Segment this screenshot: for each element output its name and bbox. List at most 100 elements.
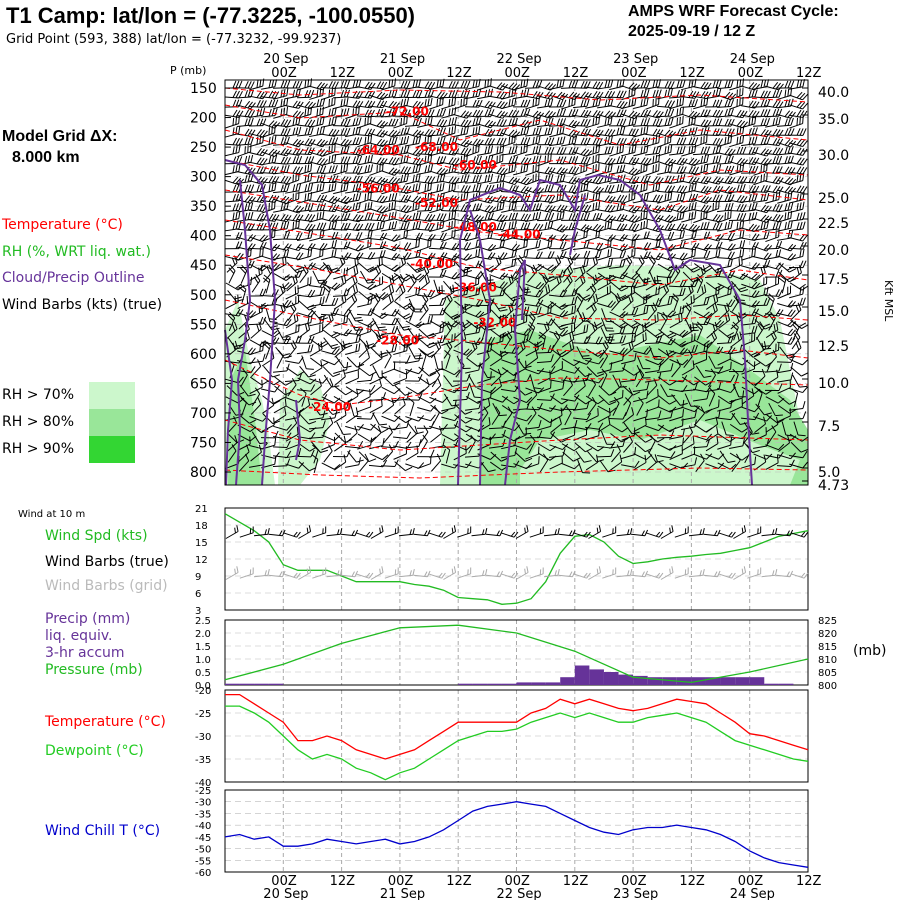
wind-barb	[333, 97, 349, 110]
height-tick-label: 30.0	[818, 148, 849, 164]
surface-wind-barb	[616, 568, 633, 578]
wind-barb	[285, 172, 300, 186]
wind-barb	[260, 108, 278, 118]
wind-barb	[596, 90, 616, 99]
pressure-tick-label: 450	[190, 258, 217, 274]
wind-barb	[344, 165, 363, 174]
wind-barb	[261, 253, 281, 261]
precip-bar	[749, 677, 765, 685]
wind-barb	[356, 308, 375, 316]
wind-barb	[512, 137, 531, 146]
wind-barb	[501, 88, 517, 100]
temperature-contour-label: -52.00	[415, 196, 458, 210]
value-tick-label: -55	[195, 856, 211, 867]
wind-barb	[405, 164, 422, 175]
legend-rh90-swatch	[89, 436, 135, 463]
date-label-top: 24 Sep	[730, 52, 775, 67]
dewpoint-legend: Dewpoint (°C)	[45, 743, 144, 759]
temperature-contour-label: -32.00	[473, 316, 516, 330]
wind-barb	[309, 81, 328, 91]
surface-wind-barb	[283, 531, 301, 538]
wind-barb	[356, 90, 376, 99]
wind-barb	[368, 81, 388, 90]
precip-bar	[735, 677, 750, 685]
wind-barb	[704, 145, 722, 156]
wind-barb	[597, 116, 613, 128]
height-axis-title: Kft MSL	[882, 280, 895, 322]
wind-barb	[333, 182, 349, 195]
wind-barb	[585, 110, 604, 119]
surface-wind-barb	[616, 527, 633, 537]
wind-barb	[609, 100, 628, 109]
wind-barb	[716, 118, 735, 127]
wind-10m-label: Wind at 10 m	[18, 509, 86, 520]
time-tick-label-top: 00Z	[388, 66, 414, 81]
wind-barb	[537, 110, 556, 119]
wind-barb	[741, 262, 760, 270]
pressure-tick-label: 805	[818, 668, 837, 679]
wind-barb	[789, 91, 809, 101]
wind-barb	[249, 107, 266, 118]
page-title: T1 Camp: lat/lon = (-77.3225, -100.0550)	[6, 3, 416, 28]
wind-barb	[693, 210, 708, 224]
wind-barb	[704, 99, 723, 108]
value-tick-label: 1.5	[195, 642, 211, 653]
date-label-bottom: 22 Sep	[497, 887, 542, 900]
wind-barb	[285, 126, 302, 137]
surface-wind-barb	[761, 527, 778, 537]
wind-barb	[417, 97, 433, 109]
wind-barb	[261, 330, 281, 338]
time-tick-label-top: 12Z	[679, 66, 705, 81]
wind-barb	[584, 137, 603, 146]
height-tick-label: 17.5	[818, 272, 849, 288]
wind-barb	[753, 79, 770, 90]
time-tick-label-top: 12Z	[796, 66, 822, 81]
surface-wind-barb	[384, 567, 399, 579]
wind-barb	[272, 119, 292, 128]
surface-wind-barb	[471, 527, 488, 537]
surface-wind-barb	[645, 531, 664, 538]
wind-barb	[765, 185, 784, 194]
wind-barb	[405, 157, 424, 166]
wind-barb	[465, 144, 480, 157]
wind-barb	[452, 80, 471, 89]
wind-barb	[716, 108, 734, 118]
wind-barb	[297, 106, 313, 119]
value-tick-label: -30	[195, 732, 211, 743]
wind-barb	[477, 155, 494, 166]
wind-barb	[272, 156, 291, 165]
surface-wind-barb	[268, 570, 286, 578]
wind-barb	[429, 324, 445, 337]
wind-barb	[525, 163, 540, 176]
value-tick-label: -35	[195, 755, 211, 766]
wind-barb	[429, 182, 445, 195]
wind-barb	[273, 282, 293, 290]
wind-barb	[464, 99, 483, 108]
surface-wind-barb	[471, 568, 488, 578]
date-label-top: 21 Sep	[380, 52, 425, 67]
surface-wind-barb	[529, 567, 544, 579]
wind-barb	[369, 163, 384, 176]
wind-barb	[404, 90, 423, 98]
wind-barb	[656, 108, 675, 118]
surface-wind-barb	[573, 572, 591, 579]
wind-barb	[776, 155, 794, 165]
wind-barb	[357, 115, 372, 129]
pressure-tick-label: 820	[818, 629, 837, 640]
value-tick-label: -45	[195, 833, 211, 844]
wind-barb	[645, 79, 662, 90]
wind-barb	[488, 118, 507, 127]
wind-barb	[345, 386, 365, 395]
surface-wind-barb	[268, 529, 286, 537]
wind-barb	[345, 457, 361, 468]
value-tick-label: -60	[195, 868, 211, 879]
wind-barb	[620, 128, 639, 137]
wind-barb	[765, 276, 780, 290]
value-tick-label: 15	[195, 538, 208, 549]
wind-barb	[441, 97, 457, 110]
value-tick-label: -40	[195, 821, 211, 832]
wind-barb	[668, 185, 688, 194]
surface-wind-barb	[688, 568, 705, 578]
